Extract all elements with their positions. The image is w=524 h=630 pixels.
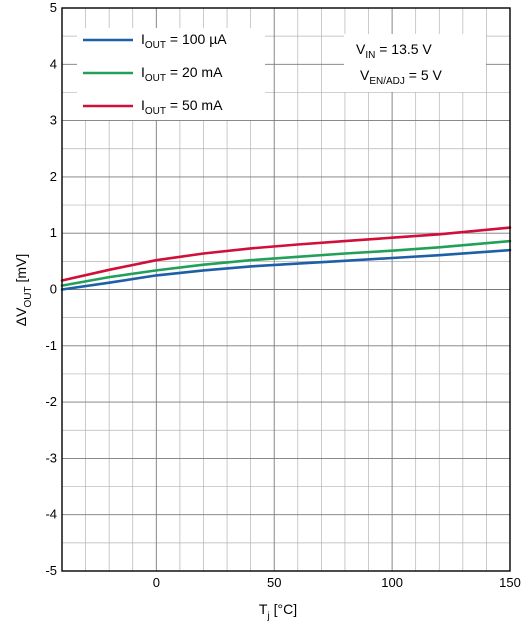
series-line xyxy=(60,248,512,291)
condition-annotation: VIN = 13.5 V VEN/ADJ = 5 V xyxy=(344,34,486,92)
annotation-vin: VIN = 13.5 V xyxy=(356,41,432,61)
y-tick-label: -3 xyxy=(45,450,57,465)
series-line xyxy=(60,239,512,287)
y-tick-label: 2 xyxy=(50,169,57,184)
legend-label: IOUT = 20 mA xyxy=(141,64,223,84)
x-tick-label: 50 xyxy=(267,575,281,590)
annotation-background xyxy=(344,34,486,92)
x-tick-label: 150 xyxy=(499,575,521,590)
x-tick-label: 100 xyxy=(381,575,403,590)
legend: IOUT = 100 µA IOUT = 20 mA IOUT = 50 mA xyxy=(77,28,265,120)
plot-frame xyxy=(61,7,511,572)
y-tick-label: 1 xyxy=(50,225,57,240)
y-tick-label: -2 xyxy=(45,394,57,409)
x-axis-title: Tj [°C] xyxy=(259,601,297,622)
series-lines xyxy=(60,226,512,291)
y-tick-label: 3 xyxy=(50,113,57,128)
y-tick-label: -1 xyxy=(45,338,57,353)
legend-label: IOUT = 50 mA xyxy=(141,97,223,117)
y-tick-label: -4 xyxy=(45,507,57,522)
y-tick-labels: -5 -4 -3 -2 -1 0 1 2 3 4 5 xyxy=(45,0,57,578)
y-axis-title: ΔVOUT [mV] xyxy=(13,254,34,326)
series-line xyxy=(60,226,512,282)
x-tick-label: 0 xyxy=(153,575,160,590)
y-tick-label: 4 xyxy=(50,56,57,71)
y-tick-label: -5 xyxy=(45,563,57,578)
x-tick-labels: 0 50 100 150 xyxy=(153,575,521,590)
y-tick-label: 5 xyxy=(50,0,57,15)
legend-label: IOUT = 100 µA xyxy=(141,31,227,51)
annotation-ven-adj: VEN/ADJ = 5 V xyxy=(360,67,443,87)
y-tick-label: 0 xyxy=(50,282,57,297)
